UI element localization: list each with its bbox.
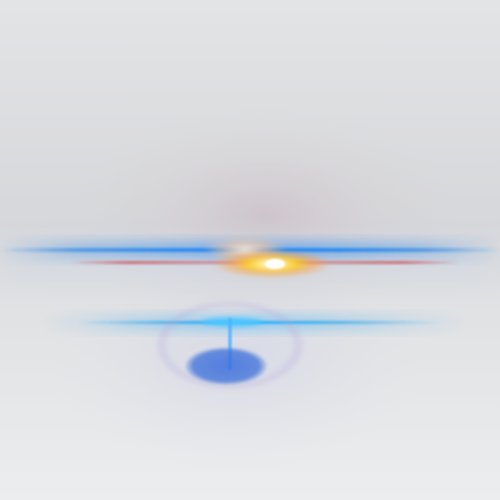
ghost-spike: [228, 318, 232, 370]
flare-core: [265, 259, 285, 269]
ghost-disc: [185, 347, 267, 385]
